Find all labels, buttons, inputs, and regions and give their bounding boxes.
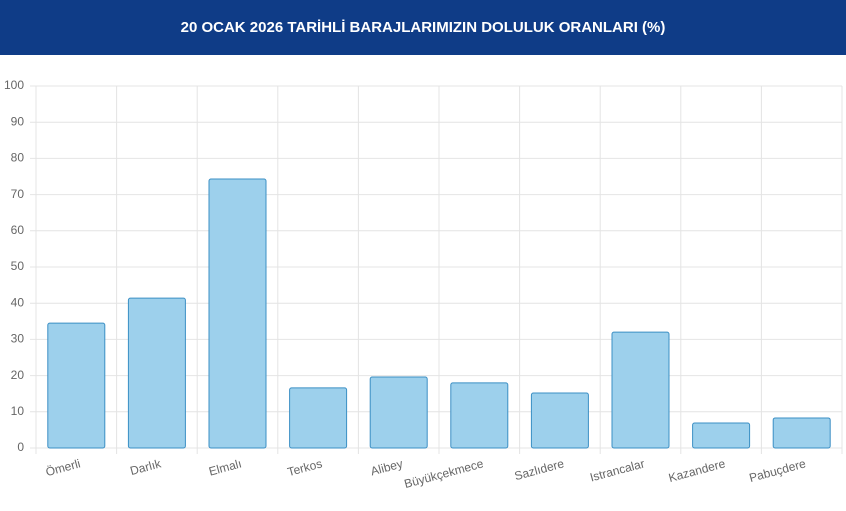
y-tick-label: 100 bbox=[4, 78, 24, 92]
bar bbox=[692, 422, 751, 449]
bar bbox=[450, 382, 509, 449]
x-tick-label: Alibey bbox=[369, 456, 404, 478]
bar bbox=[369, 376, 428, 449]
x-tick-label: Büyükçekmece bbox=[403, 456, 486, 491]
y-tick-label: 40 bbox=[11, 295, 25, 309]
bar bbox=[127, 297, 186, 449]
x-tick-label: Sazlıdere bbox=[513, 456, 566, 483]
y-tick-label: 0 bbox=[17, 440, 24, 454]
y-tick-label: 30 bbox=[11, 332, 25, 346]
chart: 0 10 20 30 40 50 60 70 80 90 100 Ömerli Darlık Elmalı… bbox=[4, 78, 843, 491]
x-tick-label: Istrancalar bbox=[588, 456, 646, 484]
x-tick-label: Kazandere bbox=[667, 456, 727, 485]
y-tick-label: 10 bbox=[11, 404, 25, 418]
bar bbox=[611, 331, 670, 449]
bar bbox=[772, 417, 831, 449]
x-tick-label: Terkos bbox=[286, 456, 324, 479]
bar bbox=[47, 322, 106, 449]
bar bbox=[530, 392, 589, 449]
x-tick-label: Ömerli bbox=[44, 456, 82, 479]
bar bbox=[208, 178, 267, 449]
chart-title: 20 OCAK 2026 TARİHLİ BARAJLARIMIZIN DOLU… bbox=[0, 0, 846, 55]
y-tick-label: 90 bbox=[11, 114, 25, 128]
y-tick-label: 20 bbox=[11, 368, 25, 382]
y-tick-label: 60 bbox=[11, 223, 25, 237]
x-tick-label: Elmalı bbox=[207, 456, 243, 478]
bar bbox=[289, 387, 348, 449]
y-tick-label: 70 bbox=[11, 187, 25, 201]
y-tick-label: 80 bbox=[11, 151, 25, 165]
y-tick-label: 50 bbox=[11, 259, 25, 273]
x-tick-label: Pabuçdere bbox=[748, 456, 808, 485]
x-tick-label: Darlık bbox=[129, 456, 164, 478]
